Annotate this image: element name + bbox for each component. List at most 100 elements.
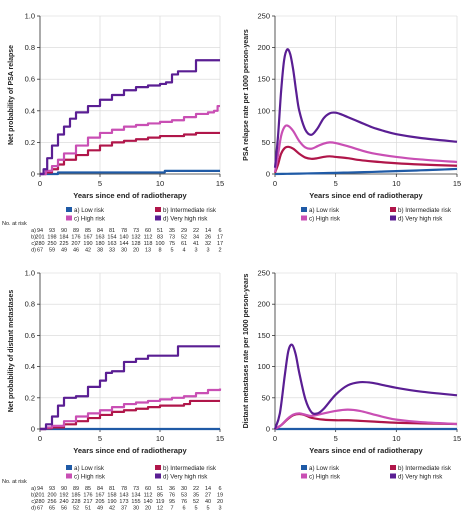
risk-cell: 60 xyxy=(145,486,151,492)
risk-cell: 280 xyxy=(35,241,44,247)
series-line-intermediate xyxy=(40,131,220,176)
x-tick-label: 10 xyxy=(392,434,400,443)
y-tick-label: 0 xyxy=(31,425,35,434)
risk-cell: 7 xyxy=(170,506,173,511)
risk-table-title: No. at risk xyxy=(2,479,27,485)
risk-cell: 41 xyxy=(193,241,199,247)
legend-swatch-low xyxy=(66,465,72,470)
risk-cell: 4 xyxy=(182,248,185,254)
risk-cell: 201 xyxy=(35,493,44,499)
risk-cell: 76 xyxy=(169,493,175,499)
legend-label-very_high: d) Very high risk xyxy=(163,474,208,481)
legend-label-very_high: d) Very high risk xyxy=(398,216,443,223)
x-tick-label: 0 xyxy=(38,434,42,443)
series-line-very_high xyxy=(40,59,220,176)
risk-cell: 8 xyxy=(158,248,161,254)
y-tick-label: 0 xyxy=(266,170,270,179)
y-tick-label: 0.4 xyxy=(25,106,35,115)
x-tick-label: 5 xyxy=(98,434,102,443)
risk-cell: 51 xyxy=(157,486,163,492)
legend-swatch-intermediate xyxy=(390,207,396,212)
x-tick-label: 15 xyxy=(453,179,461,188)
risk-cell: 93 xyxy=(49,486,55,492)
risk-cell: 19 xyxy=(217,493,223,499)
risk-cell: 256 xyxy=(47,499,56,505)
legend-swatch-low xyxy=(301,207,307,212)
risk-cell: 67 xyxy=(37,506,43,511)
series-line-high xyxy=(274,408,458,430)
risk-cell: 5 xyxy=(170,248,173,254)
risk-cell: 12 xyxy=(157,506,163,511)
risk-cell: 90 xyxy=(61,486,67,492)
risk-cell: 32 xyxy=(205,241,211,247)
legend-swatch-very_high xyxy=(390,473,396,479)
y-tick-label: 0.6 xyxy=(25,75,35,84)
risk-cell: 36 xyxy=(169,486,175,492)
risk-cell: 3 xyxy=(206,248,209,254)
risk-cell: 35 xyxy=(193,493,199,499)
x-tick-label: 0 xyxy=(38,179,42,188)
risk-cell: 5 xyxy=(206,506,209,511)
risk-cell: 61 xyxy=(181,241,187,247)
risk-cell: 6 xyxy=(182,506,185,511)
risk-cell: 200 xyxy=(47,493,56,499)
risk-cell: 49 xyxy=(97,506,103,511)
y-tick-label: 1.0 xyxy=(25,12,35,21)
y-tick-label: 0.2 xyxy=(25,393,35,402)
x-tick-label: 10 xyxy=(392,179,400,188)
x-tick-label: 15 xyxy=(216,434,224,443)
risk-cell: 20 xyxy=(217,499,223,505)
risk-cell: 217 xyxy=(83,499,92,505)
legend-label-high: c) High risk xyxy=(74,216,106,223)
risk-row-label: d) xyxy=(31,506,36,511)
risk-cell: 190 xyxy=(107,499,116,505)
y-tick-label: 100 xyxy=(257,106,270,115)
y-tick-label: 0 xyxy=(31,170,35,179)
y-tick-label: 250 xyxy=(257,12,270,21)
risk-cell: 134 xyxy=(131,493,140,499)
legend-label-very_high: d) Very high risk xyxy=(163,216,208,223)
y-tick-label: 0 xyxy=(266,425,270,434)
x-axis-title: Years since end of radiotherapy xyxy=(309,191,423,200)
legend-swatch-intermediate xyxy=(155,207,161,212)
risk-cell: 78 xyxy=(121,228,127,234)
risk-cell: 119 xyxy=(156,499,165,505)
y-tick-label: 150 xyxy=(257,331,270,340)
risk-cell: 100 xyxy=(155,241,164,247)
y-tick-label: 250 xyxy=(257,269,270,278)
risk-cell: 176 xyxy=(83,493,92,499)
legend-swatch-very_high xyxy=(155,215,161,221)
risk-cell: 128 xyxy=(131,241,140,247)
legend-label-intermediate: b) Intermediate risk xyxy=(398,207,452,214)
risk-cell: 93 xyxy=(49,228,55,234)
series-line-high xyxy=(273,124,458,173)
risk-cell: 34 xyxy=(193,235,199,241)
risk-cell: 73 xyxy=(133,228,139,234)
risk-cell: 205 xyxy=(95,499,104,505)
risk-cell: 89 xyxy=(73,486,79,492)
risk-cell: 52 xyxy=(193,499,199,505)
risk-cell: 30 xyxy=(133,506,139,511)
risk-cell: 185 xyxy=(71,493,80,499)
risk-cell: 2 xyxy=(218,248,221,254)
risk-cell: 42 xyxy=(85,248,91,254)
risk-cell: 95 xyxy=(169,499,175,505)
legend-label-high: c) High risk xyxy=(309,216,341,223)
legend-label-low: a) Low risk xyxy=(74,207,105,214)
risk-cell: 40 xyxy=(205,499,211,505)
risk-row-label: b) xyxy=(31,493,36,499)
risk-cell: 140 xyxy=(119,235,128,241)
y-tick-label: 200 xyxy=(257,300,270,309)
series-line-very_high xyxy=(273,343,458,430)
risk-cell: 112 xyxy=(144,493,153,499)
risk-cell: 73 xyxy=(169,235,175,241)
risk-cell: 27 xyxy=(205,493,211,499)
plot-area xyxy=(40,16,220,174)
risk-cell: 84 xyxy=(97,228,103,234)
y-tick-label: 0.8 xyxy=(25,300,35,309)
plot-area xyxy=(275,16,457,174)
series-line-very_high xyxy=(273,48,458,168)
y-tick-label: 200 xyxy=(257,43,270,52)
risk-cell: 22 xyxy=(193,228,199,234)
risk-cell: 173 xyxy=(119,499,128,505)
